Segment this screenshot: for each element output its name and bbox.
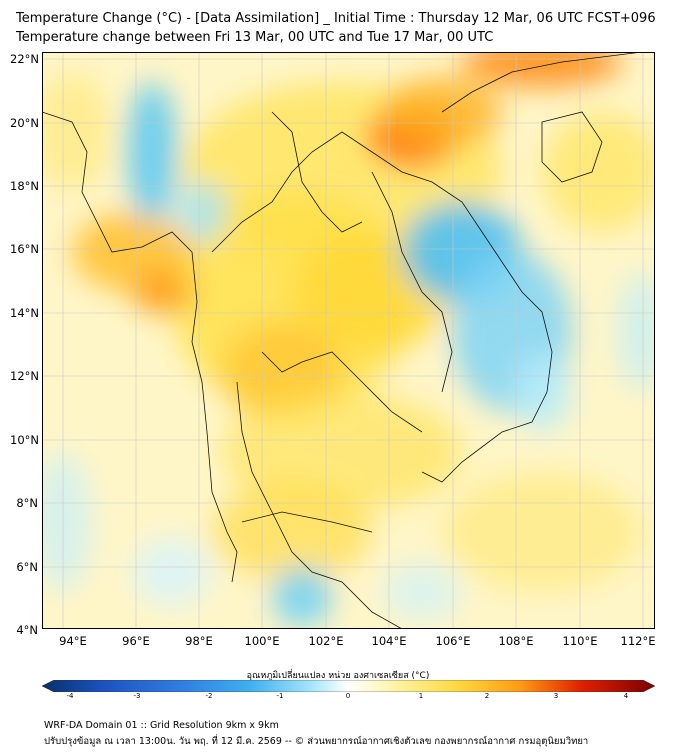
temperature-change-map [42, 52, 655, 629]
colorbar-tick-m3: -3 [133, 692, 141, 700]
lat-label-6: 6°N [16, 560, 38, 574]
lon-label-106: 106°E [435, 634, 471, 648]
colorbar-tick-m4: -4 [66, 692, 74, 700]
lon-label-104: 104°E [371, 634, 407, 648]
colorbar-tick-2: 2 [484, 692, 490, 700]
lon-label-112: 112°E [620, 634, 656, 648]
lat-label-8: 8°N [16, 496, 38, 510]
colorbar-tick-4: 4 [623, 692, 629, 700]
footer-model-info: WRF-DA Domain 01 :: Grid Resolution 9km … [44, 720, 279, 731]
colorbar-tick-m1: -1 [276, 692, 284, 700]
lon-label-100: 100°E [244, 634, 280, 648]
lon-label-94: 94°E [59, 634, 87, 648]
lon-label-110: 110°E [562, 634, 598, 648]
footer-update-info: ปรับปรุงข้อมูล ณ เวลา 13:00น. วัน พฤ. ที… [44, 736, 589, 747]
lat-label-16: 16°N [10, 242, 39, 256]
lat-label-22: 22°N [10, 52, 39, 66]
colorbar-label: อุณหภูมิเปลี่ยนแปลง หน่วย องศาเซลเซียส (… [246, 671, 430, 681]
colorbar [42, 680, 655, 692]
lon-label-108: 108°E [498, 634, 534, 648]
lat-label-18: 18°N [10, 179, 39, 193]
colorbar-tick-3: 3 [553, 692, 559, 700]
lon-label-96: 96°E [122, 634, 150, 648]
map-subtitle: Temperature change between Fri 13 Mar, 0… [16, 30, 494, 45]
colorbar-tick-1: 1 [418, 692, 424, 700]
lat-label-4: 4°N [16, 623, 38, 637]
lon-label-102: 102°E [308, 634, 344, 648]
lat-label-14: 14°N [10, 306, 39, 320]
lon-label-98: 98°E [185, 634, 213, 648]
lat-label-10: 10°N [10, 433, 39, 447]
colorbar-tick-m2: -2 [205, 692, 213, 700]
lat-label-12: 12°N [10, 369, 39, 383]
coastline-borders [42, 52, 643, 629]
map-title: Temperature Change (°C) - [Data Assimila… [16, 11, 656, 26]
colorbar-tick-0: 0 [345, 692, 351, 700]
lat-label-20: 20°N [10, 116, 39, 130]
